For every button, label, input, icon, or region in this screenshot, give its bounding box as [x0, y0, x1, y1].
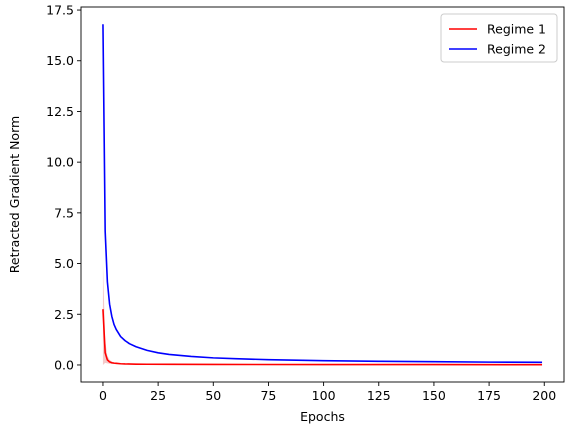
x-axis-ticks: 0 25 50 75 100 125 150 175 200: [99, 382, 556, 403]
legend-label-1: Regime 1: [487, 22, 546, 37]
x-tick-label: 25: [150, 388, 166, 403]
x-tick-label: 75: [260, 388, 276, 403]
x-tick-label: 50: [205, 388, 221, 403]
y-tick-label: 5.0: [54, 256, 74, 271]
y-tick-label: 15.0: [46, 53, 74, 68]
y-tick-label: 10.0: [46, 155, 74, 170]
y-tick-label: 12.5: [46, 104, 74, 119]
y-tick-label: 2.5: [54, 307, 74, 322]
x-tick-label: 200: [532, 388, 556, 403]
y-axis-ticks: 0.0 2.5 5.0 7.5 10.0 12.5 15.0 17.5: [46, 3, 81, 372]
y-tick-label: 17.5: [46, 3, 74, 18]
legend: Regime 1 Regime 2: [440, 13, 558, 63]
series-lines: [102, 24, 543, 366]
confidence-bands: [102, 263, 543, 365]
series-line-1: [102, 309, 543, 366]
x-axis-label: Epochs: [300, 409, 345, 424]
series-band-1: [102, 263, 543, 365]
x-tick-label: 150: [422, 388, 446, 403]
legend-box: [440, 13, 558, 63]
plot-area-frame: [80, 6, 565, 383]
x-tick-label: 175: [477, 388, 501, 403]
x-tick-label: 100: [312, 388, 336, 403]
y-tick-label: 0.0: [54, 357, 74, 372]
y-tick-label: 7.5: [54, 205, 74, 220]
legend-label-2: Regime 2: [487, 42, 546, 57]
x-tick-label: 125: [367, 388, 391, 403]
y-axis-label: Retracted Gradient Norm: [7, 116, 22, 273]
x-tick-label: 0: [99, 388, 107, 403]
series-line-2: [102, 24, 543, 364]
